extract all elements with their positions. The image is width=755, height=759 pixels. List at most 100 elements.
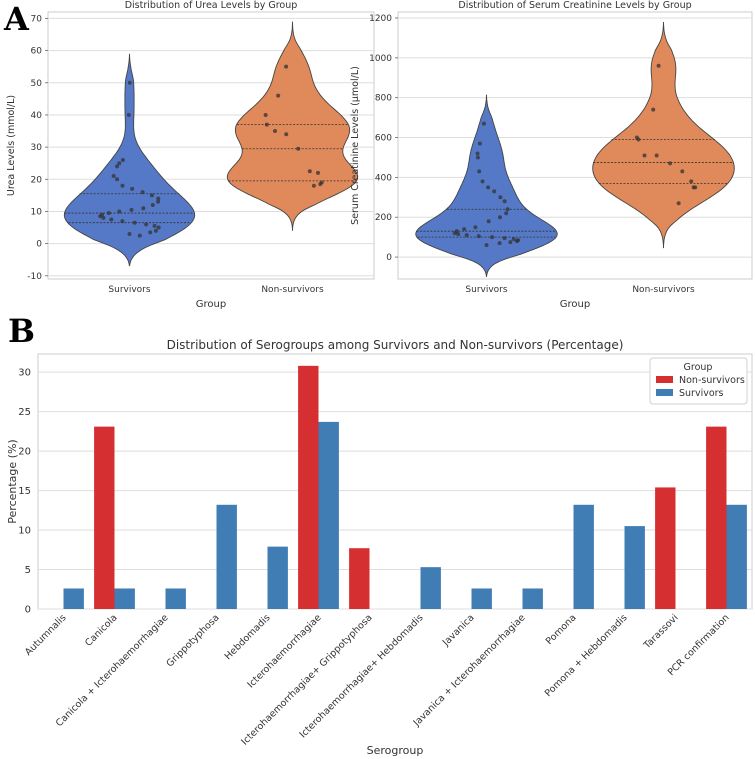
data-point bbox=[101, 215, 106, 220]
bar-survivors bbox=[63, 588, 84, 609]
data-point bbox=[477, 169, 482, 174]
chart-title: Distribution of Serum Creatinine Levels … bbox=[458, 0, 691, 11]
y-tick-label: 1000 bbox=[369, 54, 392, 64]
panel-label-b: B bbox=[8, 312, 35, 350]
data-point bbox=[486, 219, 491, 224]
data-point bbox=[689, 179, 694, 184]
bar-non-survivors bbox=[655, 487, 676, 609]
y-tick-label: 1200 bbox=[369, 14, 392, 24]
data-point bbox=[508, 240, 513, 245]
data-point bbox=[117, 161, 122, 166]
data-point bbox=[316, 170, 321, 175]
y-axis-label: Serum Creatinine Levels (μmol/L) bbox=[350, 66, 361, 225]
x-tick-label: Survivors bbox=[465, 285, 507, 295]
data-point bbox=[263, 112, 268, 117]
panel-label-a: A bbox=[3, 0, 30, 38]
data-point bbox=[284, 64, 289, 69]
data-point bbox=[156, 196, 161, 201]
chart-title: Distribution of Serogroups among Survivo… bbox=[167, 338, 624, 352]
data-point bbox=[654, 153, 659, 158]
y-tick-label: 200 bbox=[375, 213, 392, 223]
data-point bbox=[454, 229, 459, 234]
x-tick-label: Grippotyphosa bbox=[165, 612, 222, 669]
y-tick-label: 0 bbox=[36, 240, 42, 250]
serogroup-bar-chart: 0 5 10 15 20 25 30 Distribution of Serogroups a… bbox=[6, 338, 753, 757]
data-point bbox=[473, 225, 478, 230]
y-tick-label: 50 bbox=[31, 79, 43, 89]
data-point bbox=[476, 234, 481, 239]
urea-violin-chart: -10 0 10 20 30 40 50 60 70 Distribution of Urea L… bbox=[6, 0, 375, 310]
y-tick-label: 15 bbox=[18, 486, 31, 497]
bar-non-survivors bbox=[706, 426, 727, 609]
y-tick-label: 400 bbox=[375, 173, 392, 183]
y-tick-label: -10 bbox=[27, 272, 42, 282]
data-point bbox=[668, 161, 673, 166]
y-tick-label: 70 bbox=[31, 14, 43, 24]
data-point bbox=[106, 211, 111, 216]
data-point bbox=[120, 219, 125, 224]
y-tick-label: 0 bbox=[386, 253, 392, 263]
data-point bbox=[115, 164, 120, 169]
data-point bbox=[480, 179, 485, 184]
x-tick-label: Pomona bbox=[544, 612, 579, 647]
bar-survivors bbox=[318, 421, 339, 609]
data-point bbox=[475, 155, 480, 160]
data-point bbox=[276, 93, 281, 98]
data-point bbox=[502, 199, 507, 204]
data-point bbox=[642, 153, 647, 158]
data-point bbox=[127, 80, 132, 85]
data-point bbox=[490, 235, 495, 240]
violin-body bbox=[226, 21, 359, 231]
data-point bbox=[109, 217, 114, 222]
y-tick-label: 5 bbox=[25, 565, 31, 576]
violin-body bbox=[592, 21, 735, 249]
x-tick-label: Autumnalis bbox=[23, 612, 69, 658]
y-tick-label: 25 bbox=[18, 407, 31, 418]
data-point bbox=[505, 207, 510, 212]
plot-frame bbox=[397, 11, 753, 280]
plot-frame bbox=[47, 11, 375, 280]
y-tick-label: 30 bbox=[31, 143, 43, 153]
y-tick-label: 60 bbox=[31, 47, 43, 57]
data-point bbox=[516, 238, 521, 243]
data-point bbox=[676, 201, 681, 206]
bar-survivors bbox=[114, 588, 135, 609]
data-point bbox=[475, 151, 480, 156]
data-point bbox=[481, 121, 486, 126]
data-point bbox=[502, 236, 507, 241]
data-point bbox=[141, 206, 146, 211]
data-point bbox=[126, 112, 131, 117]
chart-title: Distribution of Urea Levels by Group bbox=[125, 0, 298, 11]
data-point bbox=[115, 177, 120, 182]
data-point bbox=[150, 203, 155, 208]
data-point bbox=[140, 190, 145, 195]
data-point bbox=[264, 122, 269, 127]
bar-survivors bbox=[522, 588, 543, 609]
y-tick-label: 600 bbox=[375, 134, 392, 144]
data-point bbox=[497, 241, 502, 246]
data-point bbox=[144, 222, 149, 227]
bar-survivors bbox=[573, 504, 594, 609]
data-point bbox=[634, 135, 639, 140]
data-point bbox=[651, 107, 656, 112]
y-tick-label: 40 bbox=[31, 111, 43, 121]
bar-survivors bbox=[420, 567, 441, 609]
data-point bbox=[111, 174, 116, 179]
bar-survivors bbox=[216, 504, 237, 609]
x-axis-label: Group bbox=[560, 299, 590, 310]
bar-survivors bbox=[624, 526, 645, 609]
data-point bbox=[153, 228, 158, 233]
x-tick-label: Hebdomadis bbox=[223, 612, 273, 662]
data-point bbox=[117, 209, 122, 214]
data-point bbox=[311, 183, 316, 188]
data-point bbox=[504, 211, 509, 216]
legend-swatch bbox=[656, 389, 673, 396]
data-point bbox=[156, 225, 161, 230]
legend-box bbox=[649, 357, 748, 405]
legend-swatch bbox=[656, 376, 673, 383]
data-point bbox=[148, 230, 153, 235]
data-point bbox=[130, 186, 135, 191]
y-tick-label: 20 bbox=[31, 175, 43, 185]
bar-survivors bbox=[267, 546, 288, 609]
